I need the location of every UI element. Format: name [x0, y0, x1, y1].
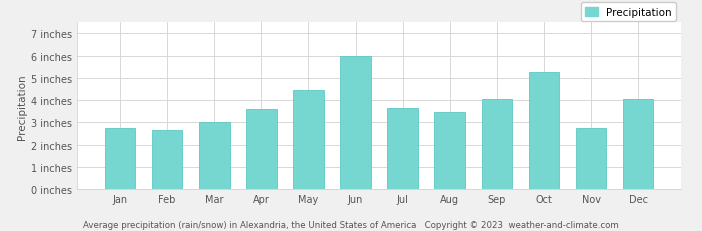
Bar: [340, 56, 371, 189]
Bar: [199, 123, 230, 189]
Text: Average precipitation (rain/snow) in Alexandria, the United States of America   : Average precipitation (rain/snow) in Ale…: [83, 220, 619, 229]
Legend: Precipitation: Precipitation: [581, 3, 676, 22]
Bar: [152, 131, 183, 189]
Bar: [388, 109, 418, 189]
Bar: [482, 100, 512, 189]
Bar: [576, 128, 607, 189]
Bar: [623, 100, 654, 189]
Bar: [435, 113, 465, 189]
Y-axis label: Precipitation: Precipitation: [17, 74, 27, 139]
Bar: [105, 128, 135, 189]
Bar: [293, 91, 324, 189]
Bar: [529, 73, 559, 189]
Bar: [246, 109, 277, 189]
